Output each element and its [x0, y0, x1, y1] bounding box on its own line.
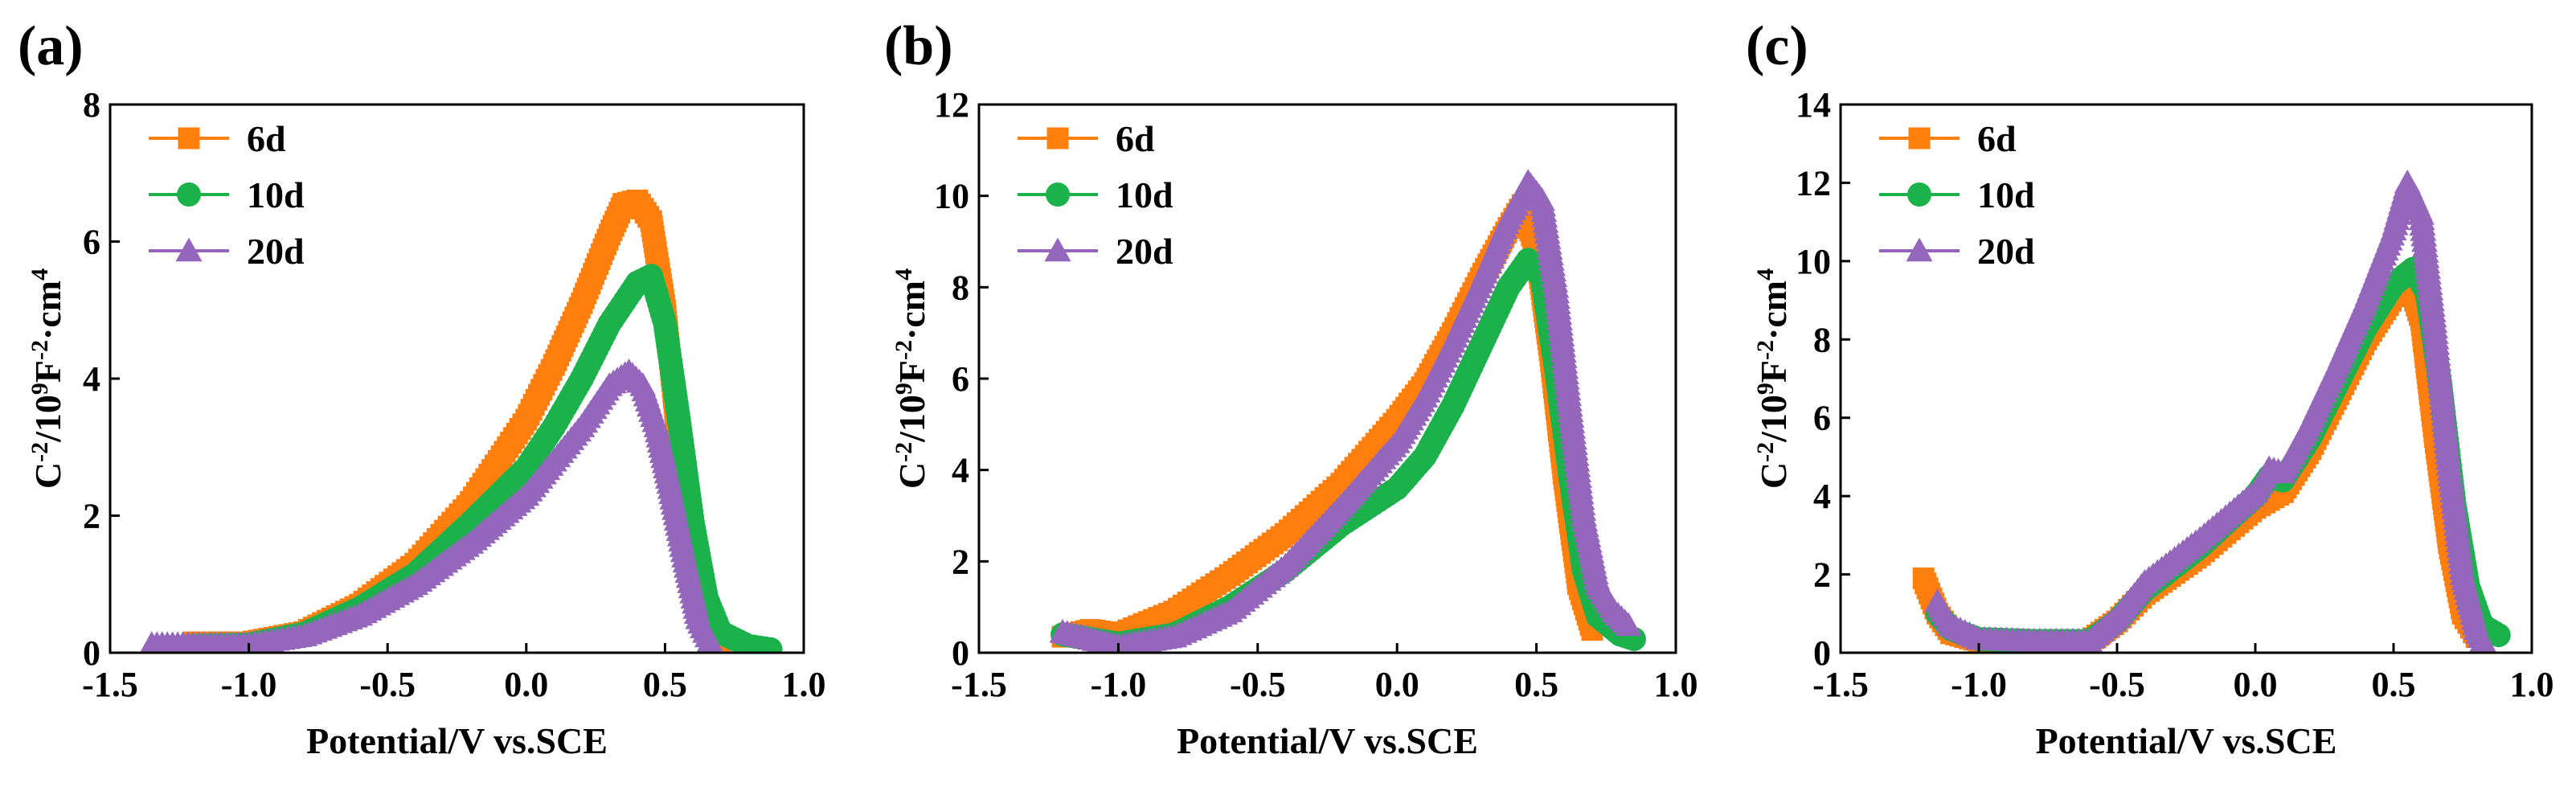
x-tick-label: -1.0: [1091, 665, 1147, 704]
y-tick-label: 10: [934, 177, 969, 216]
plot-frame: [1839, 103, 2533, 654]
legend-marker-10d: [177, 182, 201, 207]
x-tick-label: -0.5: [2089, 665, 2145, 704]
chart-panel-3: (c) -1.5 -1.0 -0.5 0.0 0.5 1.0 0 2 4 6 8 10 12 14 Poten…: [1746, 15, 2554, 761]
x-tick-label: -1.0: [221, 665, 277, 704]
y-tick-label: 14: [1796, 85, 1831, 125]
y-tick-label: 6: [83, 223, 100, 262]
panel-label: (b): [884, 15, 953, 77]
legend: 6d 10d 20d: [1879, 118, 2035, 272]
data-point-20d: [2472, 631, 2497, 653]
legend-label-6d: 6d: [1116, 118, 1155, 159]
series-6d: [1912, 265, 2488, 653]
legend-label-10d: 10d: [1116, 174, 1173, 215]
y-tick-label: 2: [952, 542, 969, 581]
y-tick-label: 6: [1813, 399, 1831, 438]
legend-marker-10d: [1046, 182, 1070, 207]
series-line-6d: [1922, 273, 2478, 645]
x-tick-label: -1.5: [951, 665, 1007, 704]
y-tick-label: 2: [83, 497, 100, 536]
legend-label-6d: 6d: [1977, 118, 2017, 159]
legend-label-20d: 20d: [1116, 231, 1173, 272]
y-tick-label: 2: [1813, 555, 1831, 595]
data-area: [1049, 169, 1646, 653]
legend-marker-6d: [1908, 127, 1931, 150]
legend: 6d 10d 20d: [1018, 118, 1173, 272]
y-tick-label: 6: [952, 359, 969, 399]
data-point-10d: [2486, 623, 2511, 648]
y-axis-title: C-2/109F-2·cm4: [891, 268, 932, 489]
legend-marker-20d: [175, 237, 203, 262]
x-tick-label: -1.5: [82, 665, 138, 704]
legend-label-20d: 20d: [1977, 231, 2035, 272]
x-tick-label: 0.5: [2372, 665, 2416, 704]
series-20d: [1049, 169, 1642, 653]
y-tick-label: 8: [1813, 320, 1831, 359]
y-tick-label: 10: [1796, 242, 1831, 281]
x-tick-label: -0.5: [1230, 665, 1286, 704]
legend-marker-10d: [1907, 182, 1931, 207]
x-tick-label: 0.5: [643, 665, 687, 704]
chart-panel-2: (b) -1.5 -1.0 -0.5 0.0 0.5 1.0 0 2 4 6 8 10 12 Potenti…: [884, 15, 1698, 761]
panel-label: (c): [1746, 15, 1808, 77]
series-20d: [1923, 169, 2497, 653]
y-tick-label: 12: [1796, 163, 1831, 203]
y-axis-title: C-2/109F-2·cm4: [1752, 268, 1794, 489]
x-axis-title: Potential/V vs.SCE: [306, 720, 608, 761]
y-tick-label: 4: [1813, 477, 1831, 516]
series-line-20d: [151, 369, 714, 647]
legend-marker-6d: [1046, 127, 1069, 150]
y-tick-label: 0: [952, 633, 969, 673]
x-tick-label: -1.0: [1951, 665, 2007, 704]
x-tick-label: 0.0: [2234, 665, 2278, 704]
y-axis-title: C-2/109F-2·cm4: [27, 268, 68, 489]
x-tick-label: 0.0: [1375, 665, 1419, 704]
legend-marker-20d: [1906, 237, 1933, 262]
legend-marker-20d: [1044, 237, 1071, 262]
y-tick-label: 8: [83, 85, 100, 125]
legend: 6d 10d 20d: [149, 118, 305, 272]
y-tick-label: 0: [83, 633, 100, 673]
y-tick-label: 0: [1813, 633, 1831, 673]
legend-marker-6d: [178, 127, 200, 150]
y-tick-label: 12: [934, 85, 969, 125]
y-tick-label: 4: [83, 359, 100, 399]
x-tick-label: 1.0: [2510, 665, 2554, 704]
legend-label-20d: 20d: [247, 231, 305, 272]
legend-label-10d: 10d: [247, 174, 305, 215]
legend-label-10d: 10d: [1977, 174, 2035, 215]
x-axis-title: Potential/V vs.SCE: [1177, 720, 1478, 761]
data-point-10d: [758, 637, 783, 653]
x-tick-label: 0.5: [1514, 665, 1558, 704]
data-point-20d: [1615, 612, 1642, 637]
x-tick-label: 1.0: [782, 665, 826, 704]
legend-label-6d: 6d: [247, 118, 286, 159]
x-axis-title: Potential/V vs.SCE: [2036, 720, 2337, 761]
x-tick-label: -0.5: [359, 665, 416, 704]
series-20d: [139, 358, 723, 653]
data-point-20d: [701, 632, 723, 653]
x-tick-label: -1.5: [1812, 665, 1869, 704]
y-tick-label: 4: [952, 451, 969, 490]
chart-panel-1: (a) -1.5 -1.0 -0.5 0.0 0.5 1.0 0 2 4 6 8 Potential/V…: [18, 15, 826, 761]
x-tick-label: 1.0: [1654, 665, 1698, 704]
data-area: [139, 189, 783, 653]
panel-label: (a): [18, 15, 84, 77]
data-area: [1912, 169, 2511, 653]
x-tick-label: 0.0: [504, 665, 548, 704]
y-tick-label: 8: [952, 268, 969, 307]
